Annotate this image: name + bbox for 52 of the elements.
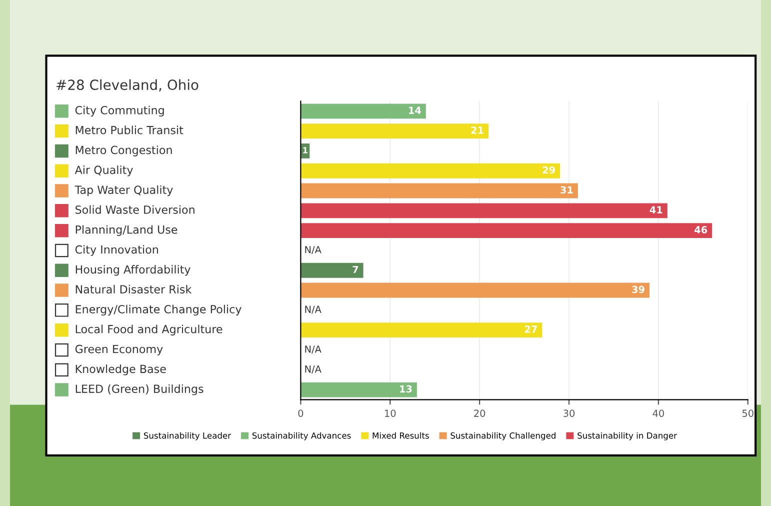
bar [300, 322, 542, 338]
annotation: N/A [305, 365, 322, 374]
annotation: N/A [305, 306, 322, 314]
data-label: 41 [650, 206, 662, 214]
legend-label: Sustainability Challenged [450, 432, 556, 440]
text: #28 Cleveland, Ohio [56, 79, 198, 92]
y-tick-label: Metro Public Transit [76, 126, 184, 134]
y-tick-label: Tap Water Quality [74, 185, 173, 196]
bar [300, 163, 560, 178]
data-label: 46 [694, 226, 708, 234]
data-label: 7 [352, 266, 358, 274]
data-label: 29 [542, 166, 555, 174]
bar [300, 223, 712, 238]
x-tick-label: 20 [474, 410, 486, 417]
data-label: 14 [408, 106, 421, 114]
legend-label: Sustainability Advances [252, 432, 351, 440]
y-tick-label: Housing Affordability [76, 264, 190, 276]
data-label: 31 [560, 186, 573, 194]
bar [300, 382, 417, 398]
y-tick-label: City Innovation [75, 245, 158, 256]
legend-label: Sustainability Leader [144, 432, 232, 440]
x-tick-label: 0 [298, 410, 304, 417]
bar [300, 282, 650, 298]
x-tick-label: 30 [564, 410, 575, 417]
bar [300, 183, 578, 198]
y-tick-label: Natural Disaster Risk [76, 284, 192, 294]
y-tick-label: Air Quality [74, 165, 133, 176]
y-tick-label: LEED (Green) Buildings [76, 384, 204, 396]
y-tick-label: Energy/Climate Change Policy [76, 304, 242, 316]
y-tick-label: Local Food and Agriculture [76, 324, 222, 336]
legend-label: Sustainability in Danger [578, 432, 677, 440]
data-label: 27 [524, 326, 537, 333]
bar [300, 124, 489, 139]
data-label: 21 [471, 126, 484, 134]
legend-label: Mixed Results [372, 432, 429, 439]
bar [300, 203, 668, 218]
data-label: 13 [400, 385, 412, 393]
x-tick-label: 10 [385, 410, 396, 417]
y-tick-label: City Commuting [75, 106, 164, 117]
annotation: N/A [305, 246, 322, 254]
y-tick-label: Metro Congestion [76, 146, 172, 156]
y-tick-label: Planning/Land Use [76, 225, 178, 236]
bar [300, 262, 364, 278]
annotation: N/A [305, 346, 322, 354]
x-tick-label: 40 [652, 410, 664, 417]
data-label: 39 [632, 286, 644, 294]
y-tick-label: Green Economy [75, 344, 163, 356]
y-tick-label: Solid Waste Diversion [76, 205, 194, 214]
x-tick-label: 50 [742, 410, 754, 417]
data-label: 1 [303, 147, 308, 154]
bar [300, 104, 426, 119]
y-tick-label: Knowledge Base [76, 364, 166, 376]
